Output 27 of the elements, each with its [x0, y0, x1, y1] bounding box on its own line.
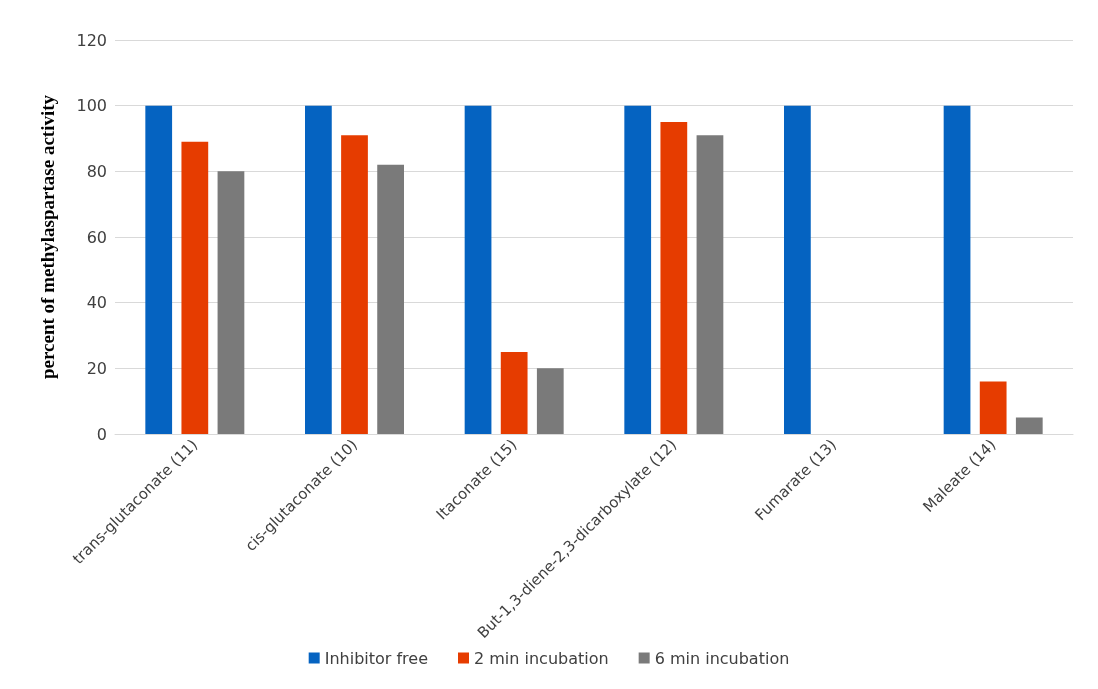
bar — [979, 381, 1007, 434]
bar — [784, 105, 811, 434]
bar — [341, 135, 368, 434]
y-tick-label: 120 — [76, 30, 107, 50]
bar — [145, 105, 173, 434]
y-tick-label: 40 — [86, 293, 107, 313]
bar — [660, 122, 688, 434]
bar — [1015, 417, 1043, 434]
legend-label: 2 min incubation — [474, 648, 609, 668]
bar — [464, 105, 492, 434]
y-tick-label: 100 — [76, 96, 107, 116]
y-axis-title: percent of methylaspartase activity — [37, 94, 58, 380]
bar — [217, 171, 245, 434]
bar — [305, 105, 332, 434]
bar — [536, 368, 564, 434]
bar — [943, 105, 971, 434]
bar — [500, 351, 528, 434]
bar — [181, 141, 209, 434]
bar — [696, 135, 724, 434]
y-tick-label: 80 — [86, 161, 107, 181]
legend-label: 6 min incubation — [654, 648, 790, 668]
y-tick-label: 60 — [86, 227, 107, 247]
bar — [624, 105, 652, 434]
y-tick-label: 0 — [96, 424, 107, 444]
legend-label: Inhibitor free — [324, 648, 429, 668]
bar — [377, 164, 404, 434]
y-tick-label: 20 — [86, 358, 107, 378]
